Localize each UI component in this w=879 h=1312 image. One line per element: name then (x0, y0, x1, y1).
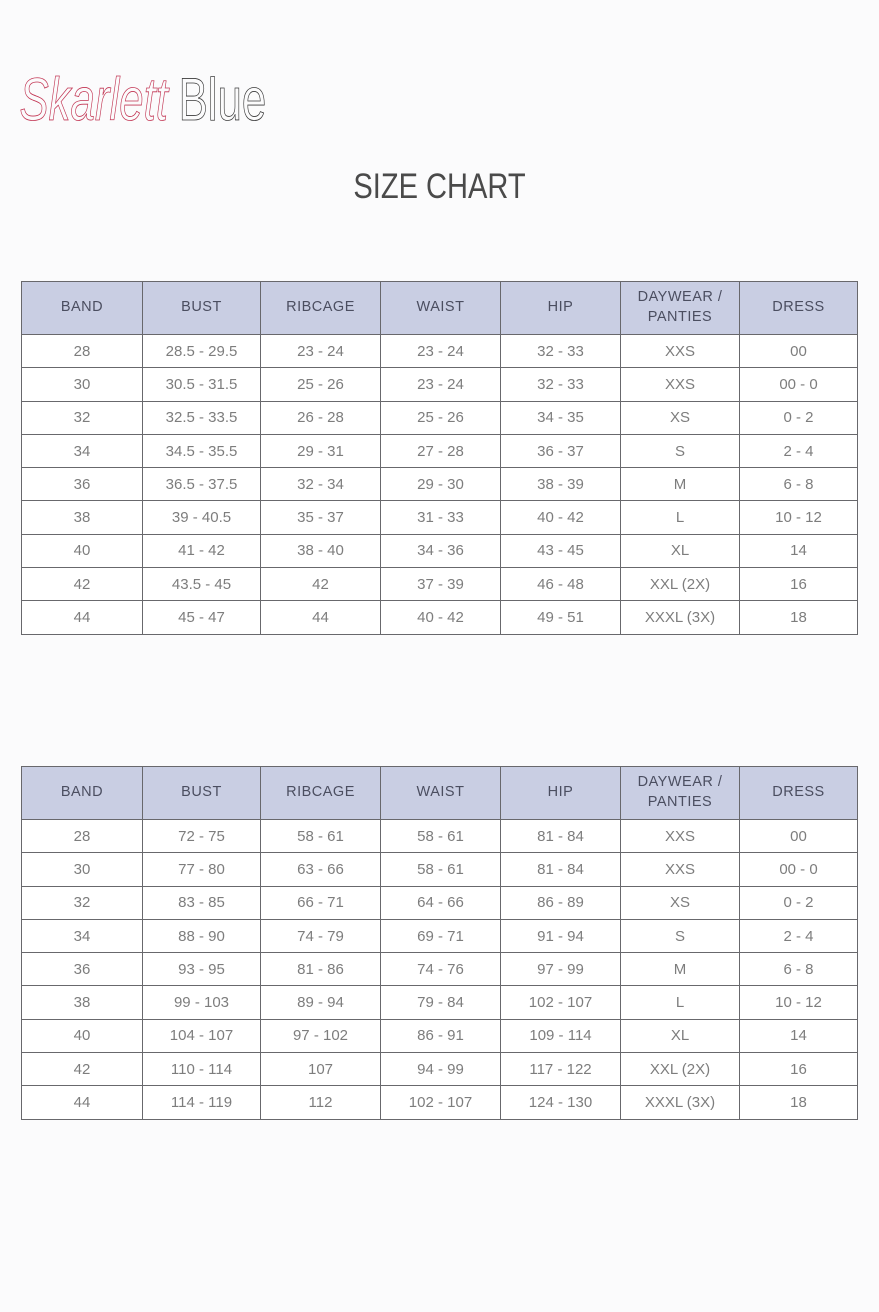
svg-text:Skarlett: Skarlett (19, 66, 169, 133)
svg-text:Blue: Blue (179, 66, 267, 133)
